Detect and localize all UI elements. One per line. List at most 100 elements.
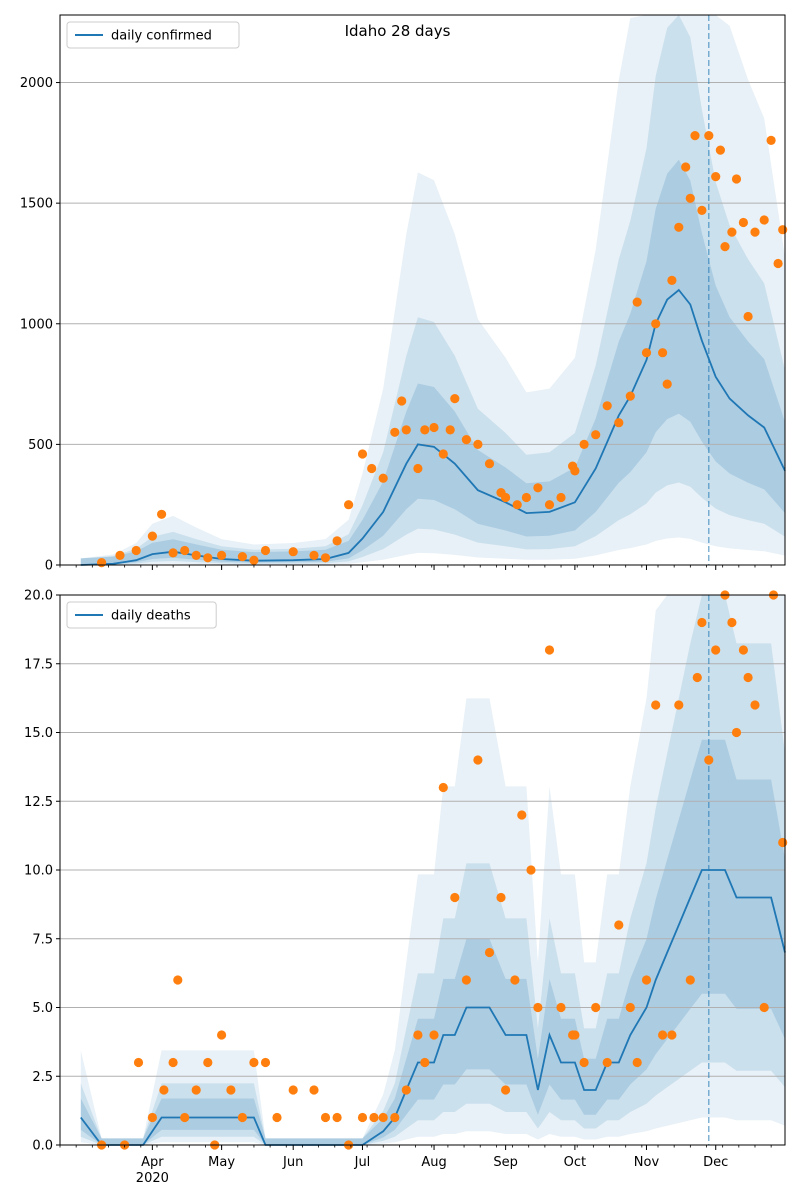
series-line — [80, 869, 786, 1146]
data-point — [544, 645, 555, 655]
data-point — [378, 1112, 388, 1123]
x-tick-label: Sep — [493, 1155, 518, 1170]
confidence-band-3 — [80, 159, 786, 565]
data-point — [157, 509, 167, 519]
data-point — [191, 1085, 201, 1095]
data-point — [390, 427, 400, 437]
data-point — [397, 396, 407, 406]
y-tick-label: 10.0 — [24, 864, 53, 879]
data-point — [711, 645, 721, 655]
data-point — [288, 547, 298, 557]
data-point — [544, 500, 555, 510]
x-axis-ticks: Apr May Jun Jul Aug Sep Oct Nov Dec — [59, 1145, 772, 1170]
y-tick-label: 500 — [28, 438, 53, 453]
y-tick-label: 17.5 — [24, 657, 53, 672]
x-tick-label: Apr — [141, 1155, 164, 1170]
data-point — [237, 1112, 247, 1123]
data-point — [614, 418, 624, 428]
data-point — [766, 135, 776, 145]
data-point — [533, 483, 543, 493]
data-point — [651, 700, 661, 710]
x-year-label: 2020 — [136, 1171, 169, 1186]
x-tick-label: Nov — [634, 1155, 660, 1170]
legend-box — [66, 601, 217, 629]
x-tick-label: Dec — [703, 1155, 728, 1170]
data-point — [750, 227, 760, 237]
data-point — [461, 975, 471, 985]
data-point — [484, 947, 495, 958]
data-point — [602, 401, 612, 411]
data-point — [203, 553, 213, 563]
data-point — [168, 548, 178, 558]
data-point — [743, 311, 753, 322]
data-point — [681, 162, 691, 172]
data-point — [512, 500, 522, 510]
y-tick-label: 1000 — [20, 317, 53, 332]
y-tick-label: 2.5 — [32, 1070, 53, 1085]
data-point — [133, 1057, 144, 1068]
data-point — [344, 500, 354, 510]
data-point — [692, 672, 702, 683]
legend: daily deaths — [66, 601, 217, 629]
data-point — [720, 242, 730, 252]
data-point — [662, 379, 672, 389]
data-point — [159, 1085, 169, 1095]
data-point — [445, 425, 455, 435]
data-point — [632, 297, 642, 307]
data-point — [496, 892, 506, 903]
data-point — [369, 1112, 379, 1123]
data-point — [690, 131, 700, 141]
data-point — [591, 430, 601, 440]
confidence-band-3 — [80, 739, 786, 1145]
chart-title: Idaho 28 days — [345, 22, 451, 40]
data-point — [357, 449, 368, 459]
x-tick-label: Aug — [421, 1155, 446, 1170]
data-point — [591, 1002, 601, 1013]
data-point — [260, 1057, 271, 1068]
data-point — [288, 1085, 298, 1095]
data-point — [249, 555, 259, 565]
data-point — [473, 439, 483, 449]
data-point — [685, 193, 695, 203]
data-point — [180, 545, 190, 556]
y-tick-label: 7.5 — [32, 932, 53, 947]
data-point — [332, 1112, 342, 1123]
data-point — [332, 536, 342, 546]
x-tick-label: Jul — [354, 1155, 371, 1170]
data-point — [320, 553, 331, 563]
data-point — [715, 145, 726, 155]
data-point — [773, 258, 783, 269]
data-point — [191, 550, 201, 561]
data-point — [570, 466, 580, 476]
data-point — [429, 422, 439, 433]
axes-frame — [59, 594, 786, 1146]
deaths-chart: 0.0 2.5 5.0 7.5 10.0 12.5 15.0 17.5 20.0 Apr May J… — [24, 589, 788, 1186]
data-point — [667, 275, 677, 285]
data-point — [226, 1085, 236, 1095]
data-point — [168, 1057, 178, 1068]
data-point — [632, 1057, 642, 1068]
data-point — [450, 394, 460, 404]
data-point — [367, 463, 377, 474]
data-point — [759, 1002, 769, 1013]
data-point — [260, 545, 271, 556]
data-point — [658, 1030, 668, 1040]
legend-label: daily deaths — [111, 609, 191, 624]
data-point — [521, 492, 532, 503]
data-point — [390, 1112, 400, 1123]
x-tick-label: Oct — [564, 1155, 586, 1170]
confidence-band-2 — [80, 15, 786, 565]
data-point — [97, 558, 107, 568]
deaths-observed-points — [97, 590, 788, 1150]
data-point — [750, 700, 760, 710]
data-point — [731, 727, 742, 738]
data-point — [685, 975, 695, 985]
data-point — [413, 463, 423, 474]
data-point — [501, 492, 511, 503]
y-tick-label: 5.0 — [32, 1001, 53, 1016]
data-point — [667, 1030, 677, 1040]
data-point — [579, 1057, 589, 1068]
data-point — [378, 473, 388, 483]
y-tick-label: 20.0 — [24, 589, 53, 604]
